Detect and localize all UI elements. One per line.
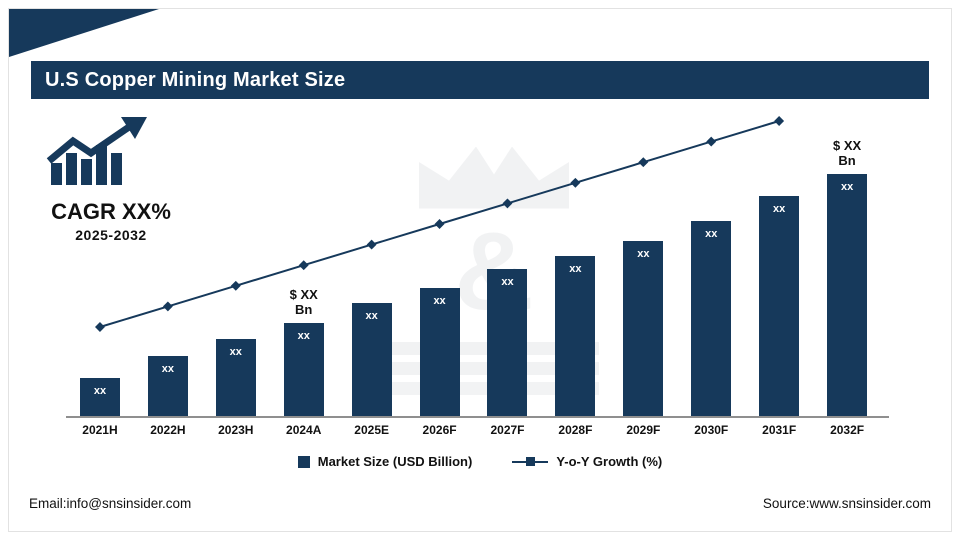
chart-legend: Market Size (USD Billion) Y-o-Y Growth (… — [9, 454, 951, 469]
plot-area: xx xx xx $ XX Bn xx xx xx xx xx xx xx xx $ XX Bn xx — [66, 116, 881, 416]
bar-column: xx — [66, 378, 134, 416]
bar-value-label: xx — [501, 276, 514, 288]
bar-column: xx — [609, 241, 677, 416]
category-axis: 2021H 2022H 2023H 2024A 2025E 2026F 2027F 2028F… — [66, 423, 881, 437]
line-marker-icon — [774, 116, 785, 126]
category-label: 2032F — [830, 423, 865, 437]
bar-column: xx — [134, 356, 202, 416]
line-marker-icon — [434, 219, 445, 229]
line-marker-icon — [638, 157, 649, 168]
bar-value-label: xx — [773, 203, 786, 215]
category-label: 2023H — [218, 423, 254, 437]
bar-value-label: xx — [297, 330, 310, 342]
line-marker-icon — [298, 260, 309, 271]
category-label: 2031F — [762, 423, 797, 437]
category-label: 2027F — [490, 423, 525, 437]
bar-value-label: xx — [637, 248, 650, 260]
infographic-card: U.S Copper Mining Market Size CAGR XX% 2… — [8, 8, 952, 532]
bar-value-label: xx — [365, 310, 378, 322]
line-marker-icon — [162, 301, 173, 312]
category-label: 2028F — [558, 423, 593, 437]
corner-triangle-decoration — [9, 9, 159, 57]
bar-column: xx — [338, 303, 406, 416]
bar-value-label: xx — [433, 295, 446, 307]
market-size-bar: xx — [215, 339, 256, 416]
market-size-bar: xx — [147, 356, 188, 416]
bar-series-swatch-icon — [297, 455, 310, 468]
legend-label: Y-o-Y Growth (%) — [556, 454, 663, 469]
bar-column: xx — [677, 221, 745, 416]
market-size-bar: xx — [79, 378, 120, 416]
line-marker-icon — [502, 198, 513, 209]
market-size-bar: xx — [487, 269, 528, 416]
market-size-bar: xx — [283, 323, 324, 416]
category-label: 2026F — [422, 423, 457, 437]
market-size-bar: xx — [419, 288, 460, 416]
market-size-bar: xx — [759, 196, 800, 416]
source-text: Source:www.snsinsider.com — [762, 496, 931, 511]
page-title: U.S Copper Mining Market Size — [45, 68, 346, 91]
bar-column: $ XX Bn xx — [813, 138, 881, 416]
bar-column: xx — [745, 196, 813, 416]
market-size-bar: xx — [555, 256, 596, 416]
bar-column: xx — [202, 339, 270, 416]
bar-value-label: xx — [161, 363, 174, 375]
line-marker-icon — [230, 280, 241, 291]
legend-item-market-size: Market Size (USD Billion) — [297, 454, 473, 469]
bar-value-label: xx — [229, 346, 242, 358]
category-label: 2025E — [354, 423, 389, 437]
line-marker-icon — [366, 239, 377, 250]
bar-column: xx — [406, 288, 474, 416]
market-size-bar: xx — [827, 174, 868, 416]
bar-column: xx — [474, 269, 542, 416]
x-axis-line — [66, 416, 889, 418]
bar-value-label: xx — [705, 228, 718, 240]
line-marker-icon — [570, 177, 581, 188]
bar-column: $ XX Bn xx — [270, 287, 338, 416]
header-bar: U.S Copper Mining Market Size — [31, 61, 929, 99]
contact-email: Email:info@snsinsider.com — [29, 496, 192, 511]
category-label: 2029F — [626, 423, 661, 437]
legend-item-yoy-growth: Y-o-Y Growth (%) — [512, 454, 662, 469]
bar-value-label: xx — [840, 181, 854, 193]
market-size-bar: xx — [623, 241, 664, 416]
category-label: 2021H — [82, 423, 118, 437]
category-label: 2022H — [150, 423, 186, 437]
market-size-bar: xx — [351, 303, 392, 416]
bar-column: xx — [541, 256, 609, 416]
market-size-bar: xx — [691, 221, 732, 416]
category-label: 2024A — [286, 423, 322, 437]
category-label: 2030F — [694, 423, 729, 437]
bar-value-label: xx — [569, 263, 582, 275]
line-marker-icon — [95, 322, 105, 332]
line-marker-icon — [706, 136, 717, 147]
value-callout: $ XX Bn — [833, 138, 862, 169]
bar-value-label: xx — [93, 385, 107, 397]
value-callout: $ XX Bn — [289, 287, 318, 318]
line-series-swatch-icon — [512, 456, 549, 466]
legend-label: Market Size (USD Billion) — [317, 454, 473, 469]
